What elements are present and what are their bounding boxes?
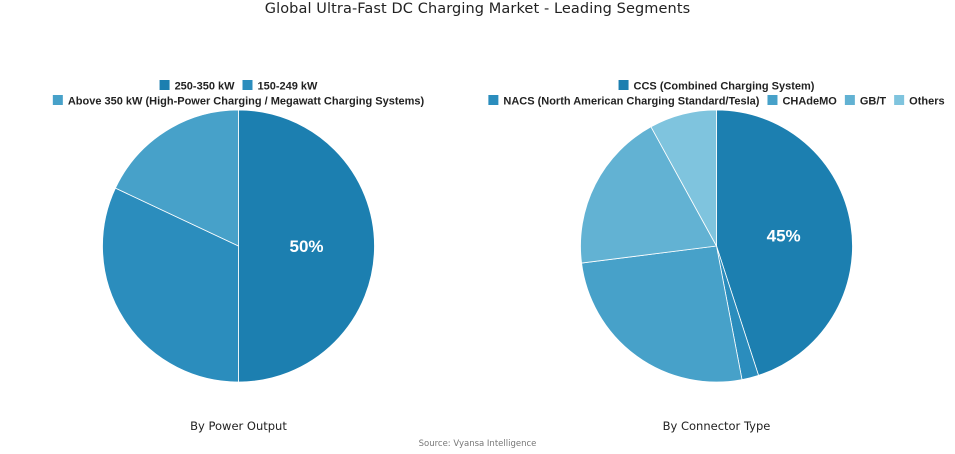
legend-swatch — [618, 80, 629, 90]
pie-slice-ccs-combined-charging-system — [716, 109, 853, 376]
legend-swatch — [242, 80, 253, 90]
caption-power-output: By Power Output — [190, 419, 287, 433]
pie-power-output — [102, 109, 375, 383]
legend-swatch — [894, 95, 905, 105]
legend-item-chademo: CHAdeMO — [767, 95, 837, 108]
pie-slice-gb-t — [580, 126, 718, 264]
slice-label-250-350: 50% — [289, 237, 323, 256]
legend-label: GB/T — [860, 96, 887, 108]
chart-title: Global Ultra-Fast DC Charging Market - L… — [264, 1, 691, 17]
legend-label: Above 350 kW (High-Power Charging / Mega… — [68, 96, 425, 108]
legend-item-ccs-combined-charging-system: CCS (Combined Charging System) — [618, 80, 815, 93]
caption-connector-type: By Connector Type — [663, 419, 771, 433]
pie-slice-chademo — [581, 245, 743, 383]
pie-chart-power-output: 250-350 kW 150-249 kW Above 350 kW (High-P… — [52, 80, 425, 433]
legend-swatch — [159, 80, 170, 90]
legend-item-others: Others — [894, 95, 945, 108]
legend-item-250-350-kw: 250-350 kW — [159, 80, 236, 93]
legend-swatch — [844, 95, 855, 105]
legend-item-nacs-north-american-charging-standard-tesla: NACS (North American Charging Standard/T… — [488, 95, 760, 108]
legend-item-150-249-kw: 150-249 kW — [242, 80, 319, 93]
pie-chart-connector-type: CCS (Combined Charging System) NACS (Nort… — [488, 80, 945, 433]
pie-slice-others — [650, 109, 717, 247]
pie-slice-above-350-kw-high-power-charging-megawatt-charging-systems — [114, 109, 239, 247]
legend-item-above-350-kw-high-power-charging-megawatt-charging-systems: Above 350 kW (High-Power Charging / Mega… — [52, 95, 425, 108]
legend-label: 250-350 kW — [175, 81, 236, 93]
legend-swatch — [767, 95, 778, 105]
slice-label-ccs: 45% — [767, 226, 801, 245]
legend-label: CHAdeMO — [782, 96, 837, 108]
legend-power-output: 250-350 kW 150-249 kW Above 350 kW (High-P… — [52, 80, 425, 108]
legend-swatch — [52, 95, 63, 105]
pie-connector-type — [580, 109, 853, 383]
legend-swatch — [488, 95, 499, 105]
legend-label: 150-249 kW — [258, 81, 319, 93]
legend-label: Others — [909, 96, 944, 108]
legend-connector-type: CCS (Combined Charging System) NACS (Nort… — [488, 80, 945, 108]
legend-label: CCS (Combined Charging System) — [634, 81, 815, 93]
legend-label: NACS (North American Charging Standard/T… — [503, 96, 759, 108]
pie-slice-250-350-kw — [238, 109, 375, 383]
source-note: Source: Vyansa Intelligence — [418, 439, 537, 449]
pie-slice-150-249-kw — [102, 187, 239, 383]
legend-item-gb-t: GB/T — [844, 95, 887, 108]
